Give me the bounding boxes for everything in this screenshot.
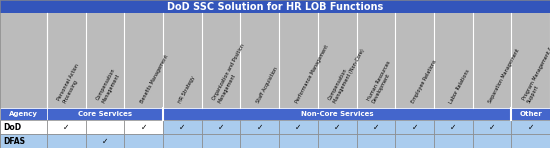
Text: ✓: ✓ xyxy=(411,123,418,132)
Text: Compensation
Management (Non-Core): Compensation Management (Non-Core) xyxy=(328,45,366,104)
Text: Program Management &
Support: Program Management & Support xyxy=(521,46,550,104)
Text: Employee Relations: Employee Relations xyxy=(410,59,437,104)
Bar xyxy=(47,108,163,120)
Bar xyxy=(47,134,86,148)
Text: ✓: ✓ xyxy=(334,123,340,132)
Text: ✓: ✓ xyxy=(489,123,495,132)
Bar xyxy=(202,134,240,148)
Text: ✓: ✓ xyxy=(218,123,224,132)
Bar xyxy=(86,134,124,148)
Bar xyxy=(124,134,163,148)
Bar xyxy=(318,134,356,148)
Text: Core Services: Core Services xyxy=(78,111,132,117)
Text: Non-Core Services: Non-Core Services xyxy=(301,111,373,117)
Bar xyxy=(318,120,356,134)
Bar xyxy=(279,120,318,134)
Bar xyxy=(434,134,472,148)
Bar xyxy=(512,120,550,134)
Bar xyxy=(0,120,47,134)
Bar xyxy=(512,134,550,148)
Text: DoD SSC Solution for HR LOB Functions: DoD SSC Solution for HR LOB Functions xyxy=(167,1,383,12)
Bar xyxy=(472,120,512,134)
Text: Organization and Position
Management: Organization and Position Management xyxy=(212,43,251,104)
Bar xyxy=(279,134,318,148)
Bar xyxy=(163,120,202,134)
Bar xyxy=(240,134,279,148)
Text: Benefits Management: Benefits Management xyxy=(139,54,169,104)
Text: Other: Other xyxy=(519,111,542,117)
Text: Compensation
Management: Compensation Management xyxy=(96,68,122,104)
Bar xyxy=(434,120,472,134)
Text: ✓: ✓ xyxy=(373,123,379,132)
Bar xyxy=(0,108,47,120)
Text: ✓: ✓ xyxy=(179,123,185,132)
Bar xyxy=(0,13,550,108)
Bar xyxy=(124,120,163,134)
Bar xyxy=(0,134,47,148)
Bar xyxy=(86,120,124,134)
Text: ✓: ✓ xyxy=(295,123,302,132)
Bar xyxy=(356,120,395,134)
Text: ✓: ✓ xyxy=(257,123,263,132)
Text: ✓: ✓ xyxy=(527,123,534,132)
Text: Separation Management: Separation Management xyxy=(487,48,520,104)
Text: Personnel Action
Processing: Personnel Action Processing xyxy=(57,63,86,104)
Text: DoD: DoD xyxy=(3,123,21,132)
Text: DFAS: DFAS xyxy=(3,136,25,145)
Text: Labor Relations: Labor Relations xyxy=(449,68,471,104)
Bar xyxy=(202,120,240,134)
Text: Human Resources
Development: Human Resources Development xyxy=(366,60,397,104)
Text: ✓: ✓ xyxy=(450,123,456,132)
Text: ✓: ✓ xyxy=(102,136,108,145)
Bar xyxy=(163,108,512,120)
Text: Performance Management: Performance Management xyxy=(294,44,329,104)
Bar xyxy=(395,120,434,134)
Bar xyxy=(47,120,86,134)
Bar xyxy=(395,134,434,148)
Text: Agency: Agency xyxy=(9,111,38,117)
Text: HR Strategy: HR Strategy xyxy=(178,75,196,104)
Bar xyxy=(356,134,395,148)
Text: ✓: ✓ xyxy=(63,123,69,132)
Bar xyxy=(240,120,279,134)
Bar xyxy=(512,108,550,120)
Bar xyxy=(0,0,550,13)
Bar xyxy=(163,134,202,148)
Bar xyxy=(472,134,512,148)
Text: Staff Acquisition: Staff Acquisition xyxy=(255,66,279,104)
Text: ✓: ✓ xyxy=(141,123,147,132)
